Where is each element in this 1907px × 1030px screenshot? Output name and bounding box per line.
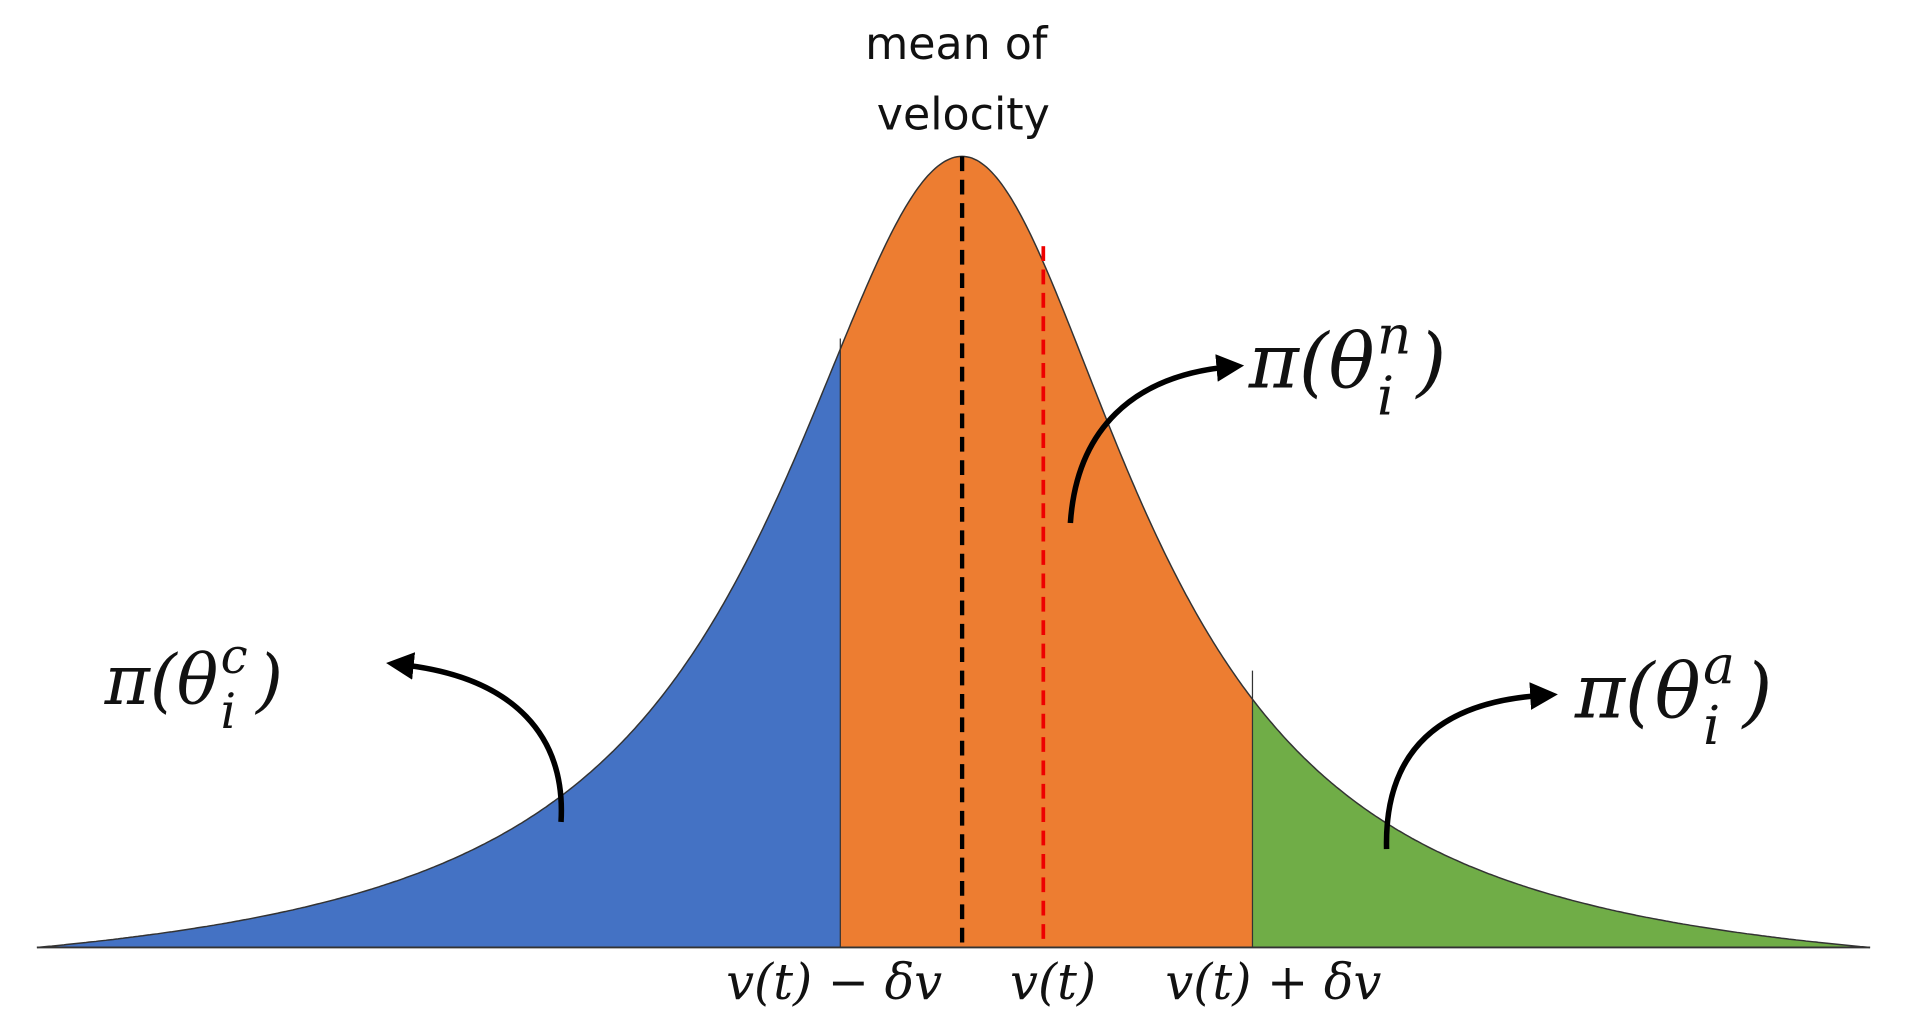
x-label: v(t): [1010, 953, 1096, 1011]
arrow: [386, 652, 565, 823]
label-prefix: π(θ: [104, 641, 219, 721]
region-label: π(θ ni): [1248, 303, 1447, 427]
curve-outline: [36, 155, 1871, 949]
label-sup: c: [221, 629, 248, 685]
mean-label-line: velocity: [877, 89, 1050, 140]
arrow: [1383, 682, 1558, 850]
label-suffix: ): [1415, 317, 1447, 406]
label-prefix: π(θ: [1574, 646, 1701, 735]
label-sub: i: [221, 684, 236, 740]
arrow: [1067, 354, 1245, 524]
region-label: π(θ ai): [1574, 633, 1773, 757]
label-sub: i: [1377, 364, 1394, 427]
left-region: [36, 349, 841, 948]
mean-label: mean of velocity: [865, 19, 1061, 140]
label-sup: a: [1703, 633, 1735, 696]
label-sup: n: [1377, 303, 1411, 366]
label-suffix: ): [1741, 646, 1773, 735]
label-prefix: π(θ: [1248, 317, 1375, 406]
right-region: [1252, 699, 1871, 948]
middle-region: [840, 156, 1253, 948]
x-label: v(t) + δv: [1165, 953, 1381, 1011]
mean-label-line: mean of: [865, 19, 1049, 70]
label-sub: i: [1703, 694, 1720, 757]
x-label: v(t) − δv: [726, 953, 942, 1011]
label-suffix: ): [254, 641, 283, 721]
region-label: π(θ ci): [104, 629, 283, 740]
